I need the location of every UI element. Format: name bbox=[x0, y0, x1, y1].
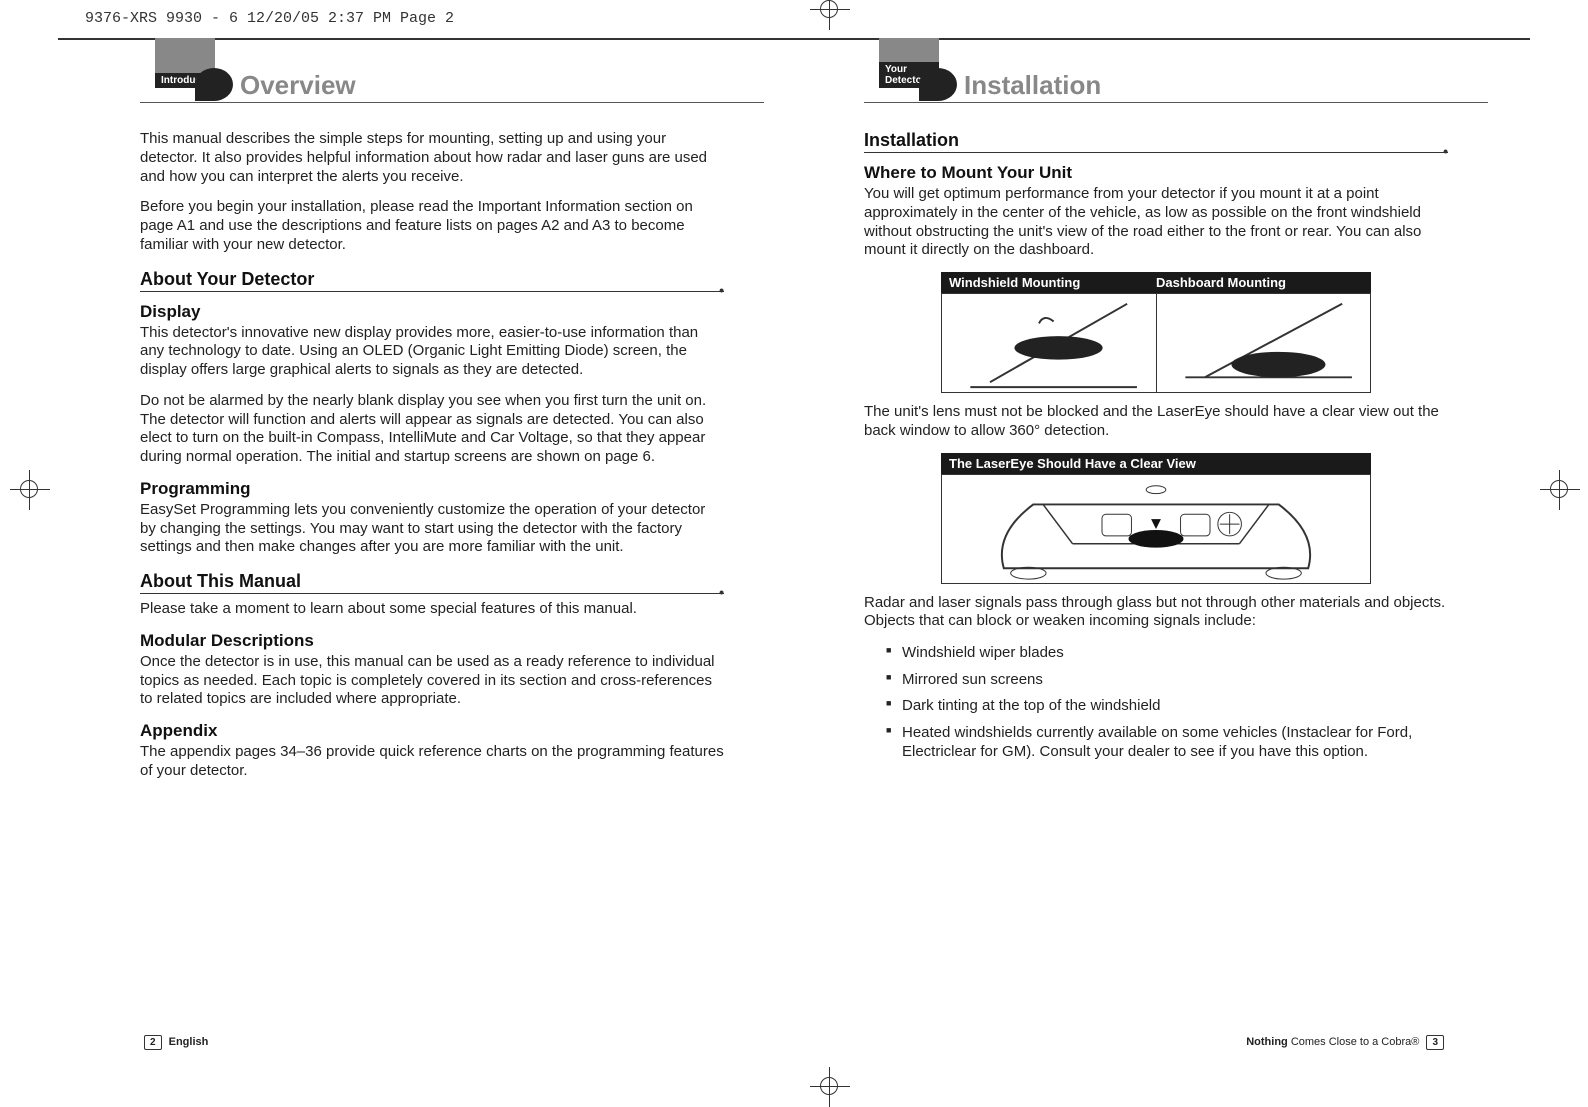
diagram-label-lasereye: The LaserEye Should Have a Clear View bbox=[949, 456, 1363, 471]
car-rear-illustration bbox=[942, 475, 1370, 583]
mount-paragraph: You will get optimum performance from yo… bbox=[864, 185, 1448, 260]
mounting-diagram: Windshield Mounting Dashboard Mounting bbox=[941, 272, 1371, 393]
subhead-display: Display bbox=[140, 302, 724, 322]
lasereye-diagram: The LaserEye Should Have a Clear View bbox=[941, 453, 1371, 584]
windshield-mount-illustration bbox=[942, 294, 1157, 392]
footer-language: English bbox=[169, 1036, 209, 1048]
subhead-where-mount: Where to Mount Your Unit bbox=[864, 163, 1448, 183]
intro-paragraph-1: This manual describes the simple steps f… bbox=[140, 130, 724, 186]
lens-paragraph: The unit's lens must not be blocked and … bbox=[864, 403, 1448, 441]
print-job-header: 9376-XRS 9930 - 6 12/20/05 2:37 PM Page … bbox=[85, 10, 454, 27]
section-about-manual: About This Manual bbox=[140, 571, 724, 594]
subhead-programming: Programming bbox=[140, 479, 724, 499]
page-number-right: 3 bbox=[1426, 1035, 1444, 1050]
mounting-diagram-body bbox=[941, 293, 1371, 393]
page-number-left: 2 bbox=[144, 1035, 162, 1050]
tab-title-installation: Installation bbox=[964, 70, 1101, 101]
blocking-objects-list: Windshield wiper blades Mirrored sun scr… bbox=[886, 643, 1448, 762]
tab-rule-right bbox=[864, 102, 1488, 103]
tab-title-overview: Overview bbox=[240, 70, 356, 101]
subhead-modular: Modular Descriptions bbox=[140, 631, 724, 651]
lasereye-diagram-body bbox=[941, 474, 1371, 584]
list-item: Mirrored sun screens bbox=[886, 670, 1448, 690]
left-page: Introduction Overview This manual descri… bbox=[140, 60, 724, 1040]
installation-icon bbox=[919, 68, 957, 101]
crop-mark-left bbox=[20, 480, 38, 503]
left-tab-header: Introduction Overview bbox=[140, 60, 724, 110]
lasereye-diagram-header: The LaserEye Should Have a Clear View bbox=[941, 453, 1371, 474]
mounting-diagram-header: Windshield Mounting Dashboard Mounting bbox=[941, 272, 1371, 293]
dashboard-mount-illustration bbox=[1157, 294, 1371, 392]
display-paragraph-1: This detector's innovative new display p… bbox=[140, 324, 724, 380]
signals-paragraph: Radar and laser signals pass through gla… bbox=[864, 594, 1448, 632]
tab-rule bbox=[140, 102, 764, 103]
crop-mark-right bbox=[1550, 480, 1568, 503]
subhead-appendix: Appendix bbox=[140, 721, 724, 741]
display-paragraph-2: Do not be alarmed by the nearly blank di… bbox=[140, 392, 724, 467]
crop-mark-top bbox=[820, 0, 838, 23]
footer-tagline-rest: Comes Close to a Cobra® bbox=[1288, 1036, 1420, 1048]
programming-paragraph: EasySet Programming lets you convenientl… bbox=[140, 501, 724, 557]
section-installation: Installation bbox=[864, 130, 1448, 153]
footer-left: 2 English bbox=[140, 1035, 208, 1050]
list-item: Windshield wiper blades bbox=[886, 643, 1448, 663]
crop-mark-bottom bbox=[820, 1077, 838, 1100]
intro-paragraph-2: Before you begin your installation, plea… bbox=[140, 198, 724, 254]
page-top-rule bbox=[58, 38, 1530, 40]
footer-right: Nothing Comes Close to a Cobra® 3 bbox=[1246, 1035, 1448, 1050]
appendix-paragraph: The appendix pages 34–36 provide quick r… bbox=[140, 743, 724, 781]
footer-tagline-bold: Nothing bbox=[1246, 1036, 1288, 1048]
manual-paragraph: Please take a moment to learn about some… bbox=[140, 600, 724, 619]
list-item: Dark tinting at the top of the windshiel… bbox=[886, 696, 1448, 716]
list-item: Heated windshields currently available o… bbox=[886, 723, 1448, 762]
modular-paragraph: Once the detector is in use, this manual… bbox=[140, 653, 724, 709]
page-spread: Introduction Overview This manual descri… bbox=[140, 60, 1448, 1040]
section-about-detector: About Your Detector bbox=[140, 269, 724, 292]
diagram-label-dashboard: Dashboard Mounting bbox=[1156, 275, 1363, 290]
diagram-label-windshield: Windshield Mounting bbox=[949, 275, 1156, 290]
right-page: Your Detector Installation Installation … bbox=[864, 60, 1448, 1040]
overview-icon bbox=[195, 68, 233, 101]
right-tab-header: Your Detector Installation bbox=[864, 60, 1448, 110]
